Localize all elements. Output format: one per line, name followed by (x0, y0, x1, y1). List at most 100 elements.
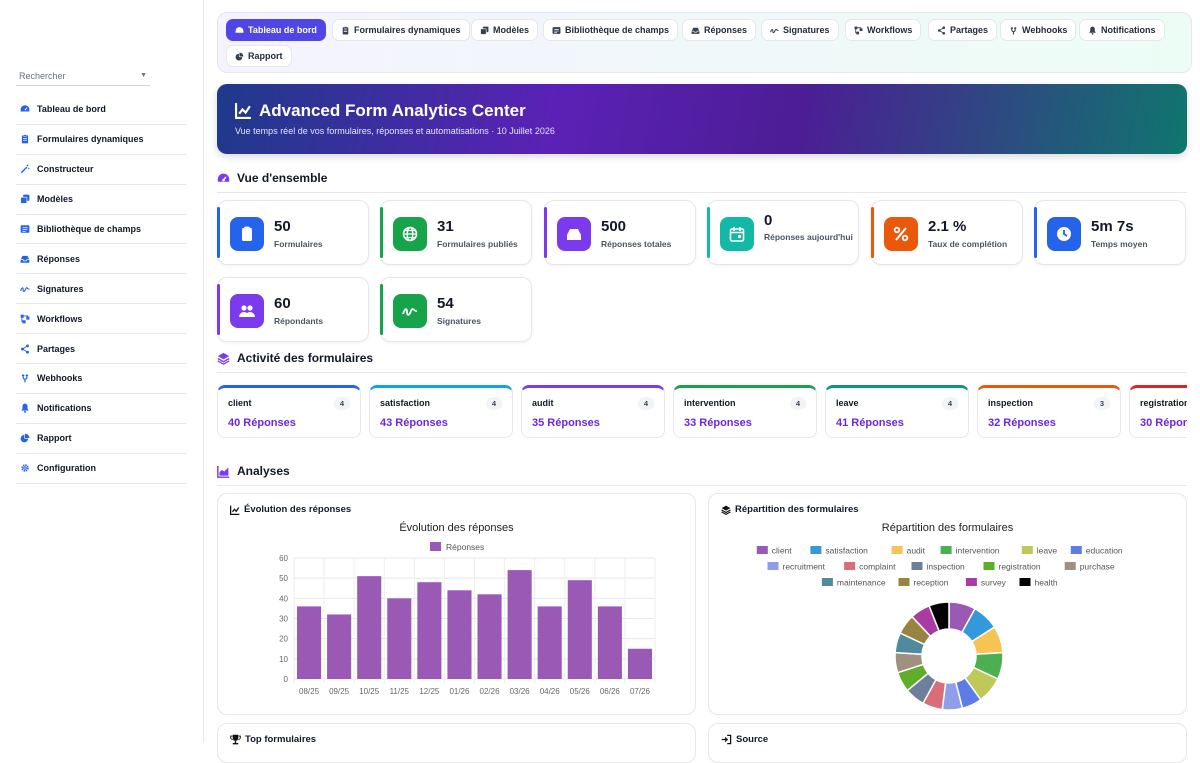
copy-icon (19, 194, 30, 205)
stat-label: Taux de complétion (928, 239, 1008, 249)
tab-label: Webhooks (1022, 25, 1068, 35)
legend-label: satisfaction (825, 546, 868, 556)
tab-formulaires-dynamiques[interactable]: Formulaires dynamiques (332, 19, 470, 41)
stat-card: 5m 7s Temps moyen (1034, 200, 1186, 265)
bar (387, 598, 412, 679)
activity-responses: 35 Réponses (532, 417, 600, 429)
stat-accent-bar (544, 207, 547, 258)
sidebar-item-label: Signatures (37, 283, 84, 294)
tab-tableau-de-bord[interactable]: Tableau de bord (226, 19, 326, 41)
signature-icon (393, 294, 427, 328)
tab-partages[interactable]: Partages (928, 19, 998, 41)
stat-card: 54 Signatures (380, 277, 532, 342)
tab-label: Workflows (867, 25, 913, 35)
percent-icon (884, 217, 918, 251)
tab-signatures[interactable]: Signatures (761, 19, 839, 41)
legend-label: client (772, 546, 792, 556)
search-select[interactable]: Rechercher ▼ (16, 66, 150, 86)
sidebar-item-bibliotheque-de-champs[interactable]: Bibliothèque de champs (16, 213, 186, 244)
tab-modeles[interactable]: Modèles (471, 19, 539, 41)
sidebar-item-configuration[interactable]: Configuration (16, 452, 186, 483)
y-tick-label: 60 (279, 554, 288, 563)
bar (507, 570, 532, 679)
top-forms-card: Top formulaires (217, 723, 696, 763)
activity-card[interactable]: leave 4 41 Réponses (825, 385, 969, 438)
bar (327, 614, 352, 679)
chart-title: Répartition des formulaires (882, 522, 1014, 534)
tab-webhooks[interactable]: Webhooks (1000, 19, 1077, 41)
legend-swatch (844, 562, 856, 570)
activity-card[interactable]: registration 30 Réponses (1129, 385, 1187, 438)
sidebar-item-label: Bibliothèque de champs (37, 224, 142, 234)
stat-label: Réponses aujourd'hui (764, 232, 853, 242)
sign-in-icon (721, 734, 732, 745)
source-card-title: Source (736, 734, 769, 745)
legend-label: education (1086, 546, 1123, 556)
legend-label: complaint (859, 562, 896, 572)
bell-icon (1088, 26, 1097, 35)
tab-label: Réponses (704, 25, 748, 35)
tab-workflows[interactable]: Workflows (845, 19, 922, 41)
tab-label: Partages (950, 25, 989, 35)
overview-heading: Vue d'ensemble (217, 171, 1187, 193)
sidebar-item-notifications[interactable]: Notifications (16, 392, 186, 423)
legend-label: registration (999, 562, 1041, 572)
doughnut-chart: Répartition des formulaires client satisfa… (756, 522, 1123, 711)
activity-title: Activité des formulaires (237, 351, 374, 365)
stat-accent-bar (1034, 207, 1037, 258)
stat-label: Réponses totales (601, 239, 672, 249)
users-icon (230, 294, 264, 328)
y-tick-label: 40 (279, 594, 288, 603)
trophy-icon (230, 734, 241, 745)
sidebar-item-label: Formulaires dynamiques (37, 134, 144, 145)
magic-wand-icon (19, 164, 30, 175)
sidebar-item-tableau-de-bord[interactable]: Tableau de bord (16, 94, 186, 124)
x-tick-label: 08/25 (299, 687, 320, 696)
stat-value: 0 (764, 212, 773, 229)
legend-label: intervention (956, 546, 1000, 556)
sidebar-item-rapport[interactable]: Rapport (16, 422, 186, 453)
legend-swatch (1070, 546, 1082, 554)
stat-card: 60 Répondants (217, 277, 369, 342)
sidebar-item-label: Workflows (37, 313, 83, 324)
sidebar-item-partages[interactable]: Partages (16, 333, 186, 363)
activity-card[interactable]: inspection 3 32 Réponses (977, 385, 1121, 438)
share-icon (937, 25, 946, 35)
sidebar-item-webhooks[interactable]: Webhooks (16, 363, 186, 393)
x-tick-label: 04/26 (540, 687, 561, 696)
activity-card[interactable]: client 4 40 Réponses (217, 385, 361, 438)
legend-label: Réponses (446, 542, 484, 552)
sidebar-item-formulaires-dynamiques[interactable]: Formulaires dynamiques (16, 123, 186, 154)
y-tick-label: 50 (279, 574, 288, 583)
legend-label: reception (914, 578, 949, 588)
activity-card[interactable]: satisfaction 4 43 Réponses (369, 385, 513, 438)
stat-card: 0 Réponses aujourd'hui (707, 200, 859, 265)
sidebar-item-modeles[interactable]: Modèles (16, 183, 186, 214)
activity-card[interactable]: audit 4 35 Réponses (521, 385, 665, 438)
calendar-icon (720, 217, 754, 251)
activity-card[interactable]: intervention 4 33 Réponses (673, 385, 817, 438)
sidebar-item-workflows[interactable]: Workflows (16, 303, 186, 333)
legend-swatch (1019, 578, 1031, 586)
area-chart-icon (217, 465, 230, 478)
legend-swatch (756, 546, 768, 554)
tab-notifications[interactable]: Notifications (1079, 19, 1165, 41)
activity-count-badge: 3 (1094, 397, 1110, 410)
tab-rapport[interactable]: Rapport (226, 45, 292, 67)
legend-swatch (983, 562, 995, 570)
sidebar-item-constructeur[interactable]: Constructeur (16, 153, 186, 184)
legend-swatch (898, 578, 910, 586)
stat-card: 31 Formulaires publiés (380, 200, 532, 265)
dashboard-icon (19, 103, 30, 114)
bell-icon (19, 403, 30, 414)
tab-bibliotheque-de-champs[interactable]: Bibliothèque de champs (543, 19, 679, 41)
sidebar-item-signatures[interactable]: Signatures (16, 273, 186, 303)
tab-reponses[interactable]: Réponses (682, 19, 757, 41)
hero-banner: Advanced Form Analytics Center Vue temps… (217, 84, 1187, 154)
bar (297, 606, 322, 679)
activity-responses: 40 Réponses (228, 417, 296, 429)
stat-accent-bar (871, 207, 874, 258)
chart-title: Évolution des réponses (399, 521, 514, 534)
x-tick-label: 06/26 (600, 687, 621, 696)
sidebar-item-reponses[interactable]: Réponses (16, 243, 186, 273)
